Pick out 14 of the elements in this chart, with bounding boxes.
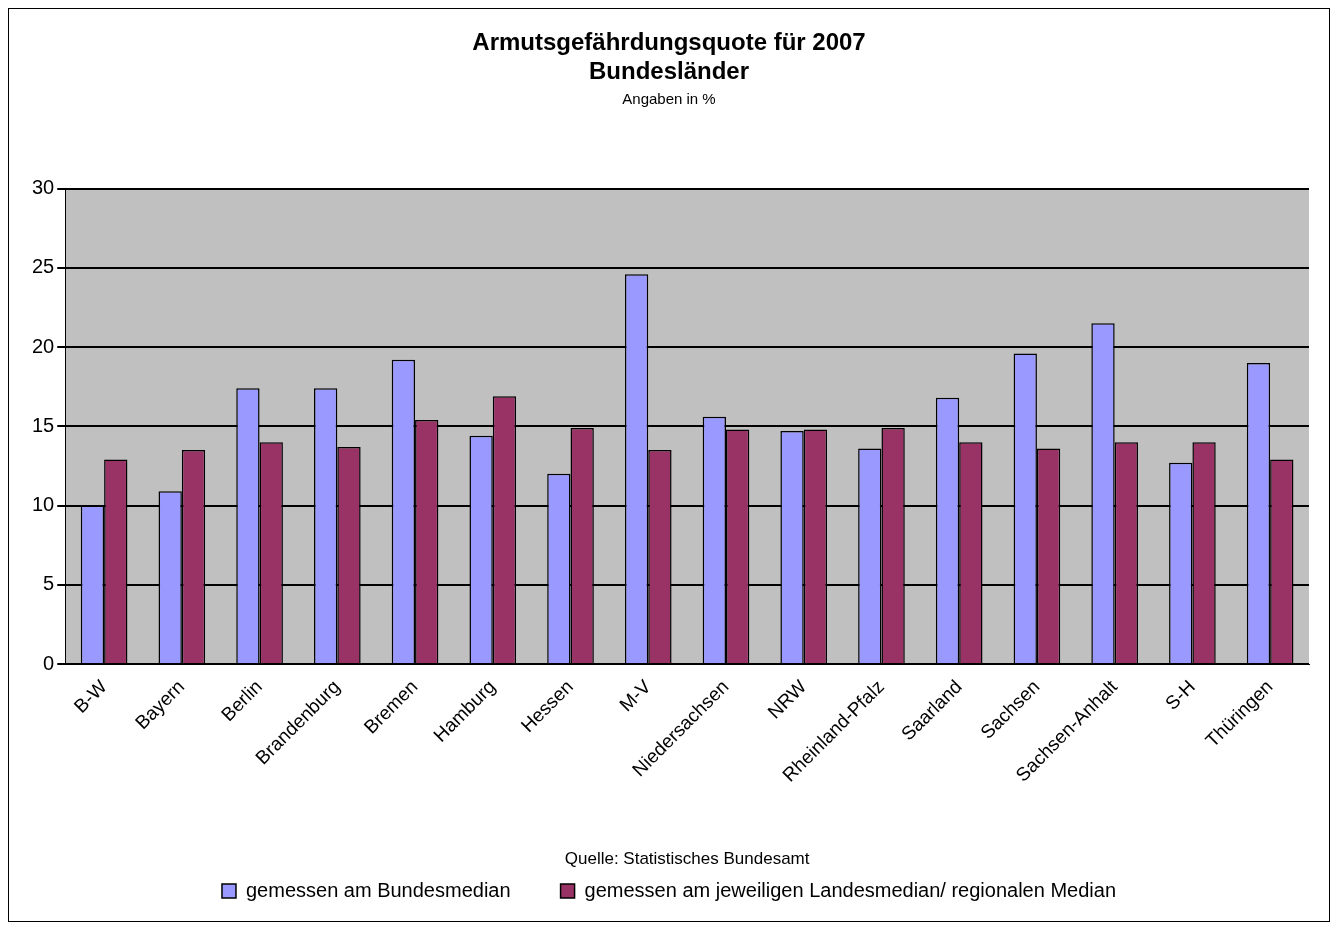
- text: Bundesländer: [588, 56, 750, 84]
- y-tick-label: 0: [43, 651, 55, 674]
- text: Armutsgefährdungsquote für 2007: [472, 28, 866, 56]
- legend-label: gemessen am Bundesmedian: [245, 878, 511, 901]
- source-note: Quelle: Statistisches Bundesamt: [564, 848, 810, 868]
- chart-subtitle: Angaben in %: [622, 89, 716, 107]
- y-tick-label: 10: [32, 493, 55, 516]
- x-tick-label: S-H: [1160, 675, 1199, 714]
- y-tick-label: 25: [32, 255, 55, 278]
- y-tick-label: 5: [43, 572, 55, 595]
- y-tick-label: 30: [32, 176, 55, 199]
- legend-label: gemessen am jeweiligen Landesmedian/ regionalen Median: [584, 878, 1117, 901]
- y-tick-label: 20: [32, 334, 55, 357]
- y-tick-label: 15: [32, 413, 55, 436]
